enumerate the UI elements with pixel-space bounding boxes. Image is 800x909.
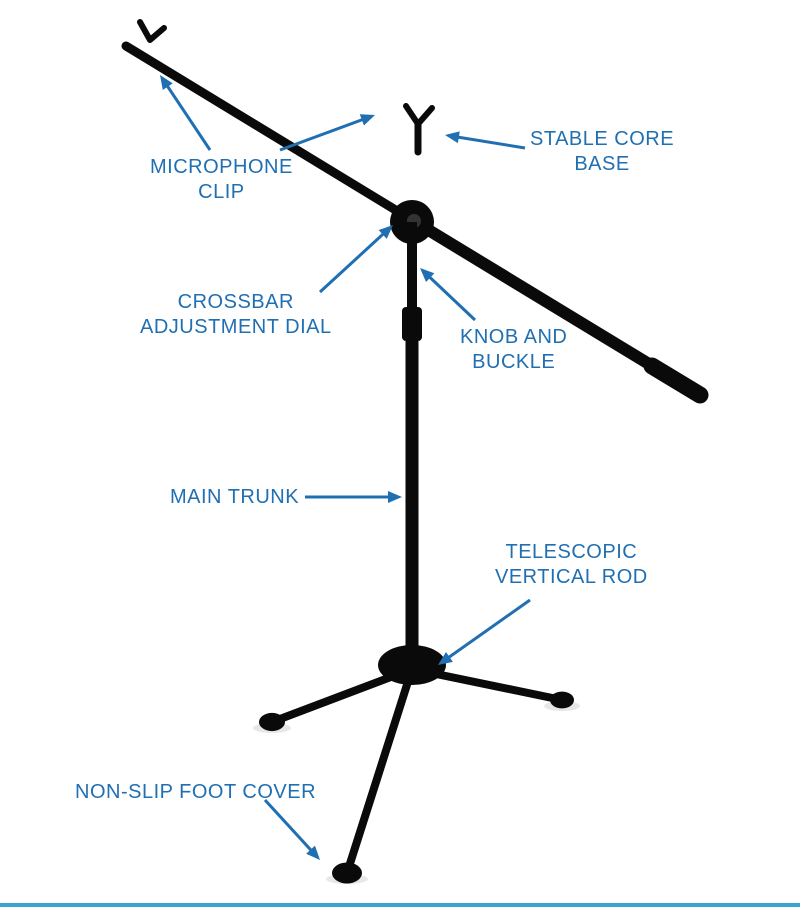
label-main-trunk: MAIN TRUNK: [170, 485, 299, 510]
label-telescopic-rod: TELESCOPIC VERTICAL ROD: [495, 540, 648, 590]
diagram-stage: MICROPHONE CLIP STABLE CORE BASE CROSSBA…: [0, 0, 800, 909]
label-stable-core-base: STABLE CORE BASE: [530, 127, 674, 177]
bottom-stripe: [0, 903, 800, 907]
diagram-svg: [0, 0, 800, 909]
label-foot-cover: NON-SLIP FOOT COVER: [75, 780, 316, 805]
label-microphone-clip: MICROPHONE CLIP: [150, 155, 293, 205]
label-knob-buckle: KNOB AND BUCKLE: [460, 325, 567, 375]
label-crossbar-dial: CROSSBAR ADJUSTMENT DIAL: [140, 290, 332, 340]
